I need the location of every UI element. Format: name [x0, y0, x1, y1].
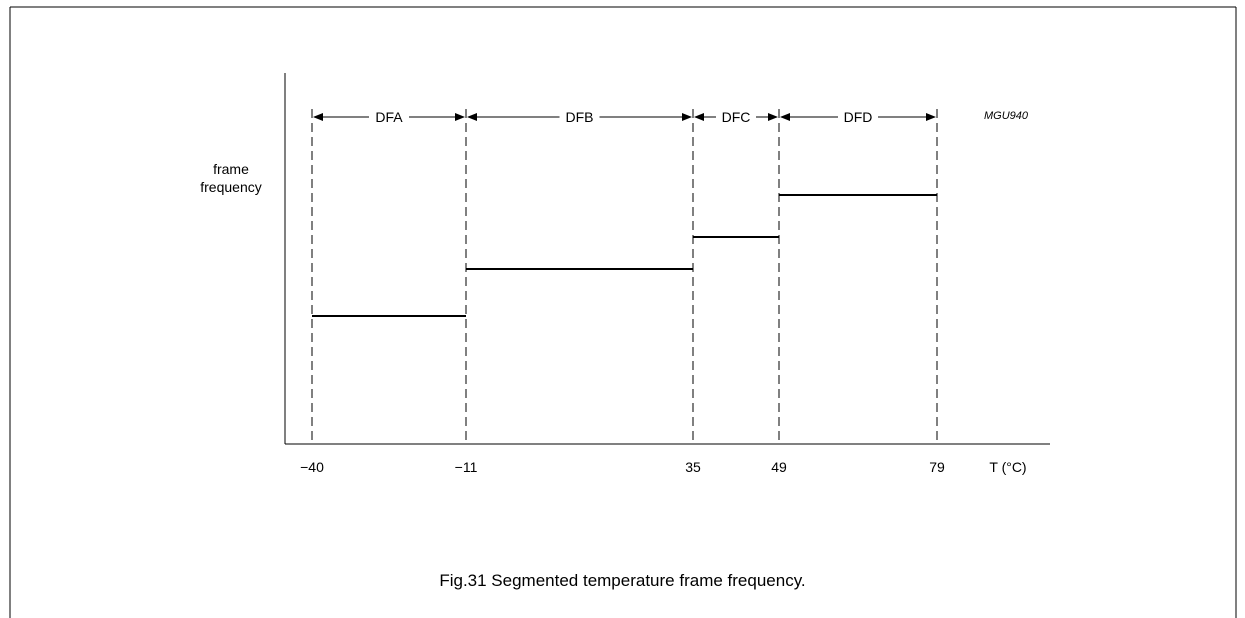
figure-caption: Fig.31 Segmented temperature frame frequ… — [439, 571, 806, 590]
range-arrowhead-right — [926, 113, 936, 121]
y-axis-label-line1: frame — [213, 161, 249, 177]
figure-code: MGU940 — [984, 110, 1029, 122]
range-arrowhead-left — [694, 113, 704, 121]
x-tick-label: 79 — [929, 459, 945, 475]
y-axis-label: frame frequency — [180, 160, 282, 196]
range-arrowhead-left — [467, 113, 477, 121]
x-tick-label: −40 — [300, 459, 324, 475]
x-axis-label: T (°C) — [989, 459, 1026, 475]
segment-dfb-label: DFB — [566, 109, 594, 125]
segment-dfd-label: DFD — [844, 109, 873, 125]
y-axis-label-line2: frequency — [200, 179, 262, 195]
range-arrowhead-right — [768, 113, 778, 121]
range-arrowhead-left — [780, 113, 790, 121]
range-arrowhead-left — [313, 113, 323, 121]
x-tick-label: 49 — [771, 459, 787, 475]
segment-dfa-label: DFA — [375, 109, 403, 125]
range-arrowhead-right — [682, 113, 692, 121]
x-tick-label: −11 — [455, 459, 478, 475]
x-tick-label: 35 — [685, 459, 701, 475]
segment-dfc-label: DFC — [722, 109, 751, 125]
range-arrowhead-right — [455, 113, 465, 121]
